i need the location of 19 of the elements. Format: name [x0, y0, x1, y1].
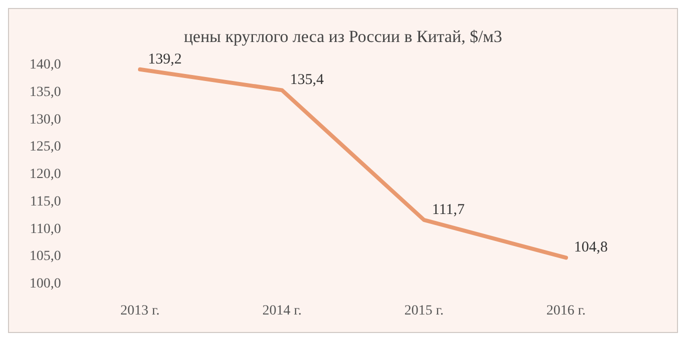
data-label: 104,8: [574, 240, 608, 256]
y-tick-label: 105,0: [30, 249, 61, 264]
y-tick-label: 120,0: [30, 167, 61, 182]
data-label: 111,7: [432, 202, 466, 218]
x-tick-label: 2016 г.: [546, 304, 586, 318]
y-tick-label: 130,0: [30, 112, 61, 128]
y-tick-label: 110,0: [30, 222, 61, 237]
chart-title: цены круглого леса из России в Китай, $/м3: [184, 27, 502, 46]
data-label: 139,2: [148, 51, 182, 68]
x-tick-label: 2014 г.: [262, 304, 302, 318]
data-label: 135,4: [290, 72, 324, 88]
x-tick-label: 2013 г.: [120, 304, 160, 318]
y-tick-label: 125,0: [30, 140, 61, 155]
y-tick-label: 100,0: [30, 276, 61, 292]
y-tick-label: 135,0: [30, 84, 61, 100]
y-tick-label: 140,0: [30, 58, 61, 72]
line-series: [138, 67, 568, 260]
x-tick-label: 2015 г.: [404, 304, 444, 318]
y-tick-label: 115,0: [30, 194, 61, 210]
